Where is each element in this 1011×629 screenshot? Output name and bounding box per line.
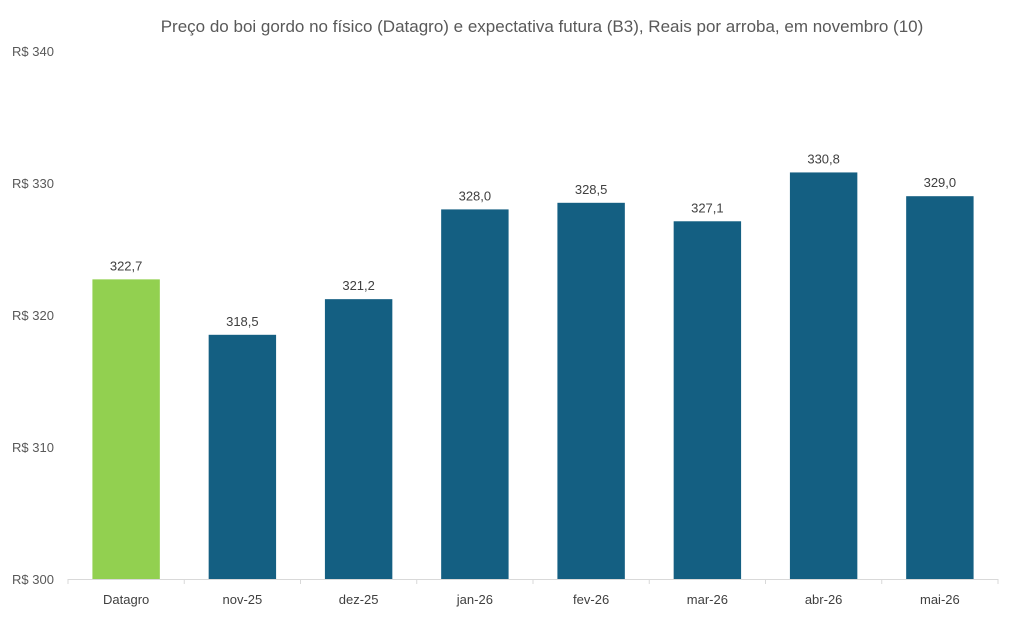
bar-nov-25 xyxy=(208,334,277,579)
x-tick-label: dez-25 xyxy=(339,592,379,607)
data-label: 327,1 xyxy=(691,200,724,215)
x-tick-label: mai-26 xyxy=(920,592,960,607)
y-axis: R$ 300 R$ 310 R$ 320 R$ 330 R$ 340 xyxy=(12,44,54,587)
bar-mai-26 xyxy=(906,196,974,579)
x-tick-label: Datagro xyxy=(103,592,149,607)
x-tick-label: mar-26 xyxy=(687,592,728,607)
y-tick-label: R$ 330 xyxy=(12,176,54,191)
bar-mar-26 xyxy=(673,221,742,579)
bar-jan-26 xyxy=(441,209,509,579)
chart-title: Preço do boi gordo no físico (Datagro) e… xyxy=(161,17,924,36)
bar-datagro xyxy=(92,279,160,579)
data-label: 321,2 xyxy=(342,278,375,293)
data-label: 318,5 xyxy=(226,314,259,329)
y-tick-label: R$ 320 xyxy=(12,308,54,323)
x-tick-label: fev-26 xyxy=(573,592,609,607)
data-label: 328,0 xyxy=(459,188,492,203)
bar-fev-26 xyxy=(557,202,625,580)
x-tick-label: nov-25 xyxy=(223,592,263,607)
data-label: 328,5 xyxy=(575,182,608,197)
bars: 322,7 318,5 321,2 328,0 328,5 327,1 330,8 329,0 xyxy=(92,151,974,580)
y-tick-label: R$ 310 xyxy=(12,440,54,455)
data-label: 330,8 xyxy=(807,151,840,166)
x-axis: Datagro nov-25 dez-25 jan-26 fev-26 mar-26 abr… xyxy=(67,579,999,607)
y-tick-label: R$ 300 xyxy=(12,572,54,587)
bar-abr-26 xyxy=(789,172,858,579)
y-tick-label: R$ 340 xyxy=(12,44,54,59)
x-tick-label: abr-26 xyxy=(805,592,843,607)
data-label: 329,0 xyxy=(924,175,957,190)
bar-dez-25 xyxy=(324,299,393,579)
data-label: 322,7 xyxy=(110,258,143,273)
x-tick-label: jan-26 xyxy=(456,592,493,607)
